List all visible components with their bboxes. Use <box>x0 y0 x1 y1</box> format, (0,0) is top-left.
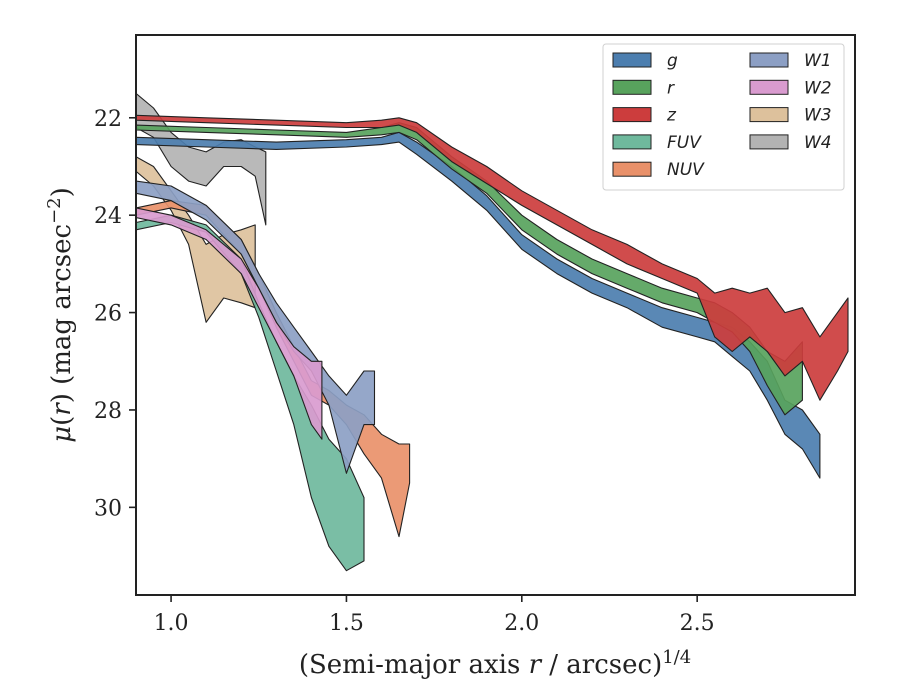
legend-label-g: g <box>667 51 678 71</box>
legend-swatch-r <box>612 79 652 95</box>
legend-label-nuv: NUV <box>667 160 705 180</box>
legend-label-r: r <box>667 78 675 98</box>
legend-label-w2: W2 <box>804 78 832 98</box>
y-tick-label: 22 <box>94 107 122 132</box>
legend-swatch-fuv <box>612 134 652 150</box>
legend-swatch-w1 <box>749 52 789 68</box>
y-tick-label: 26 <box>94 302 122 327</box>
plot-frame <box>135 34 856 596</box>
legend-swatch-z <box>612 107 652 123</box>
y-tick-label: 28 <box>94 399 122 424</box>
x-tick-label: 1.5 <box>329 611 364 636</box>
y-tick-label: 30 <box>94 496 122 521</box>
band-nuv <box>136 200 411 538</box>
band-w2 <box>136 207 323 440</box>
axes: 1.0 1.5 2.0 2.5 22 24 26 28 30 <box>94 107 715 636</box>
legend: grz FUV NUV W1 W2 W3 W4 <box>602 43 845 191</box>
y-tick-label: 24 <box>94 204 122 229</box>
legend-label-w4: W4 <box>804 133 832 153</box>
legend-label-w1: W1 <box>804 51 832 71</box>
legend-swatch-w3 <box>749 107 789 123</box>
profile-bands <box>136 92 849 572</box>
legend-label-z: z <box>666 106 677 126</box>
legend-swatch-g <box>612 52 652 68</box>
x-tick-label: 2.0 <box>504 611 539 636</box>
legend-swatch-w2 <box>749 79 789 95</box>
legend-swatch-w4 <box>749 134 789 150</box>
x-axis-label: (Semi-major axis r / arcsec)1/4 <box>299 647 691 680</box>
x-tick-label: 1.0 <box>154 611 189 636</box>
legend-swatch-nuv <box>612 161 652 177</box>
y-axis-label: μ(r) (mag arcsec−2) <box>44 187 77 443</box>
band-z <box>136 114 849 401</box>
band-w1 <box>136 180 376 474</box>
legend-label-fuv: FUV <box>667 133 702 153</box>
x-tick-label: 2.5 <box>680 611 715 636</box>
band-w4 <box>136 92 267 226</box>
legend-label-w3: W3 <box>804 106 832 126</box>
